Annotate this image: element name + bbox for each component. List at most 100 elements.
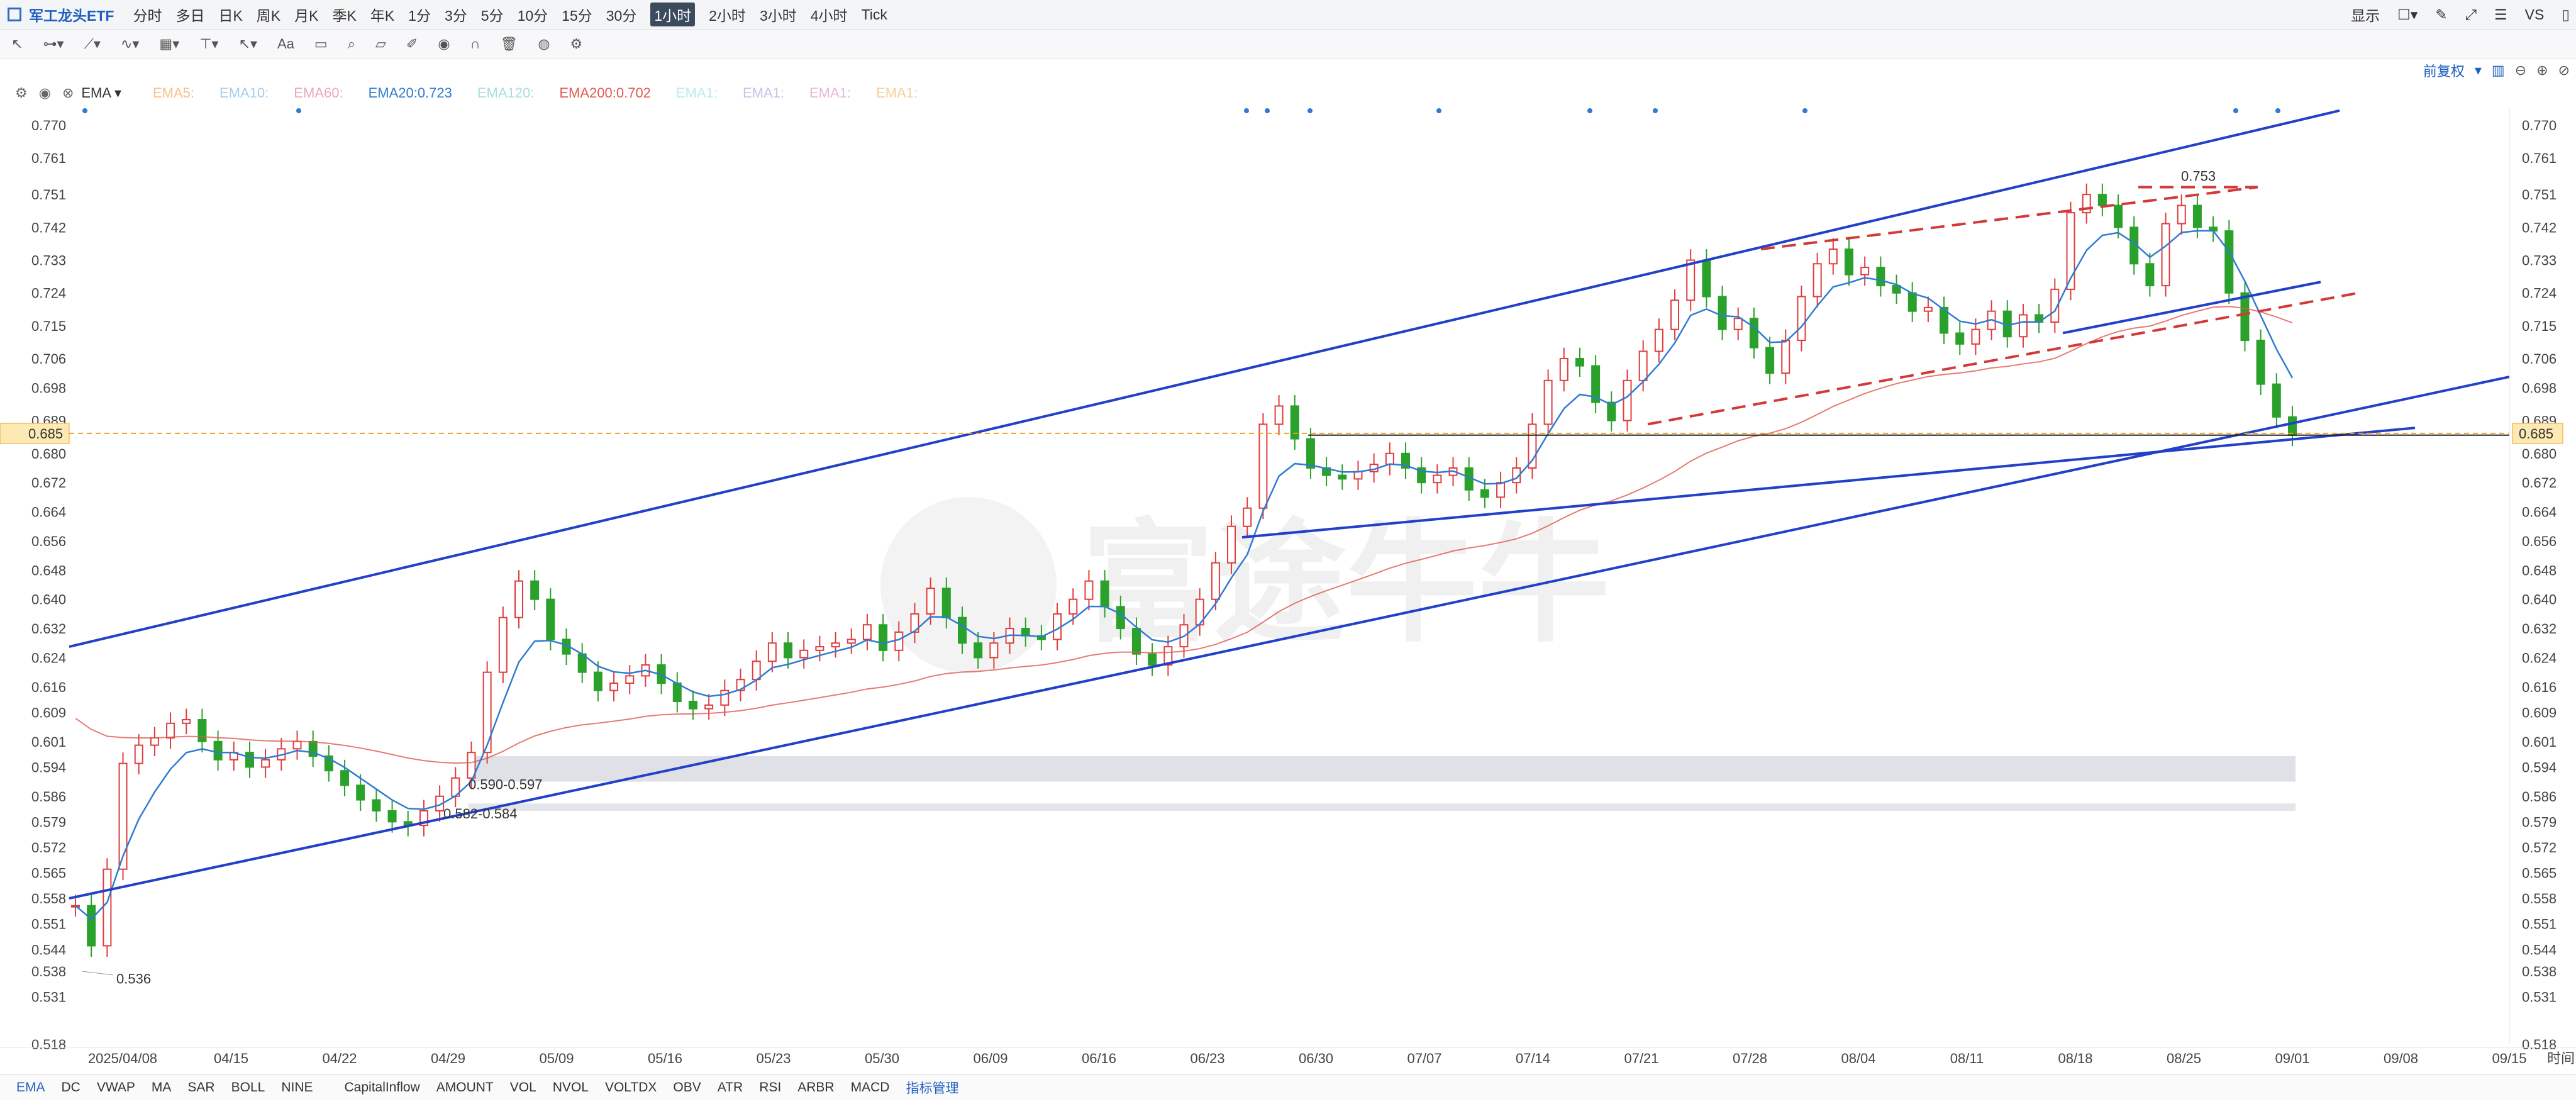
period-tab-11[interactable]: 15分 <box>562 8 592 24</box>
chevron-down-icon[interactable]: ▾ <box>2474 62 2482 78</box>
period-tab-15[interactable]: 3小时 <box>759 8 797 24</box>
x-tick: 05/09 <box>539 1051 574 1066</box>
period-tab-4[interactable]: 月K <box>294 8 319 24</box>
period-tab-16[interactable]: 4小时 <box>810 8 848 24</box>
cursor-icon[interactable]: ↖ <box>11 36 23 52</box>
period-tab-1[interactable]: 多日 <box>175 8 205 24</box>
x-tick: 08/25 <box>2167 1051 2201 1066</box>
period-tab-10[interactable]: 10分 <box>517 8 548 24</box>
indicator-tab-3[interactable]: MA <box>151 1080 172 1095</box>
measure-icon[interactable]: ⊤▾ <box>199 36 219 52</box>
indicator-tab-14[interactable]: RSI <box>759 1080 782 1095</box>
candle-body <box>2145 263 2155 287</box>
chart-type-icon[interactable]: ▥ <box>2491 62 2505 78</box>
event-marker-icon <box>296 108 301 113</box>
gear-icon[interactable]: ⚙ <box>570 36 583 52</box>
trendline-icon[interactable]: ⟋▾ <box>84 36 101 52</box>
indicator-tab-2[interactable]: VWAP <box>96 1080 135 1095</box>
indicator-select[interactable]: EMA ▾ <box>81 85 121 101</box>
reset-icon[interactable]: ⊘ <box>2558 62 2570 78</box>
period-tab-8[interactable]: 3分 <box>444 8 467 24</box>
indicator-tab-5[interactable]: BOLL <box>231 1080 265 1095</box>
period-tab-12[interactable]: 30分 <box>606 8 637 24</box>
indicator-tab-15[interactable]: ARBR <box>797 1080 835 1095</box>
indicator-tab-8[interactable]: AMOUNT <box>436 1080 494 1095</box>
low-annotation: 0.536 <box>116 971 151 987</box>
indicator-tab-10[interactable]: NVOL <box>552 1080 589 1095</box>
eye-icon[interactable]: ◉ <box>438 36 450 52</box>
candle-body <box>245 752 254 768</box>
period-tab-5[interactable]: 季K <box>332 8 357 24</box>
brush-icon[interactable]: ✐ <box>406 36 418 52</box>
candle-body <box>1243 507 1252 527</box>
zoom-icon[interactable]: ⌕ <box>347 36 356 52</box>
zoom-in-icon[interactable]: ⊕ <box>2536 62 2548 78</box>
y-tick-right: 0.672 <box>2522 475 2557 491</box>
globe-icon[interactable]: ◍ <box>538 36 550 52</box>
indicator-tab-6[interactable]: NINE <box>281 1080 313 1095</box>
app-title[interactable]: 军工龙头ETF <box>29 8 114 24</box>
adjust-dropdown[interactable]: 前复权 <box>2423 64 2465 79</box>
y-tick-left: 0.624 <box>31 650 66 666</box>
candle-body <box>1733 318 1743 330</box>
zoom-out-icon[interactable]: ⊖ <box>2514 62 2527 78</box>
period-tab-9[interactable]: 5分 <box>480 8 504 24</box>
period-tab-13[interactable]: 1小时 <box>650 3 696 26</box>
candle-body <box>704 704 714 710</box>
candle-body <box>720 689 730 706</box>
candle-body <box>1607 401 1616 421</box>
panel-icon[interactable]: ▯ <box>2562 6 2570 23</box>
text-tool-icon[interactable]: Aa <box>277 36 294 52</box>
magnet-icon[interactable]: ∩ <box>470 36 480 52</box>
price-tag-right-text: 0.685 <box>2519 426 2553 442</box>
indicator-tab-0[interactable]: EMA <box>16 1080 45 1095</box>
x-tick: 06/16 <box>1082 1051 1116 1066</box>
indicator-tab-11[interactable]: VOLTDX <box>604 1080 657 1095</box>
period-tab-6[interactable]: 年K <box>370 8 395 24</box>
line-tool-icon[interactable]: ⊶▾ <box>43 36 64 52</box>
eye-icon[interactable]: ◉ <box>38 85 51 101</box>
gear-icon[interactable]: ⚙ <box>15 85 28 101</box>
indicator-tab-16[interactable]: MACD <box>850 1080 890 1095</box>
ruler-icon[interactable]: ▱ <box>375 36 386 52</box>
candle-body <box>958 616 967 644</box>
indicator-tab-17[interactable]: 指标管理 <box>906 1081 959 1096</box>
pen-icon[interactable]: ✎ <box>2435 6 2448 23</box>
period-tab-0[interactable]: 分时 <box>133 8 162 24</box>
indicator-tab-7[interactable]: CapitalInflow <box>344 1080 420 1095</box>
candle-body <box>1781 340 1790 374</box>
layout-icon[interactable]: ☐▾ <box>2397 6 2418 23</box>
settings-icon[interactable]: ☰ <box>2494 6 2507 23</box>
y-tick-right: 0.751 <box>2522 187 2557 203</box>
wave-icon[interactable]: ∿▾ <box>120 36 140 52</box>
trash-icon[interactable]: 🗑 <box>500 36 518 52</box>
close-icon[interactable]: ⊗ <box>62 85 74 101</box>
arrow-icon[interactable]: ↖▾ <box>238 36 257 52</box>
display-dropdown[interactable]: 显示 <box>2351 8 2380 24</box>
comment-icon[interactable]: ▭ <box>314 36 328 52</box>
period-tab-17[interactable]: Tick <box>861 6 887 23</box>
period-tab-14[interactable]: 2小时 <box>709 8 746 24</box>
x-tick: 07/21 <box>1624 1051 1658 1066</box>
indicator-tab-9[interactable]: VOL <box>509 1080 536 1095</box>
candle-body <box>2114 204 2123 228</box>
fib-icon[interactable]: ▦▾ <box>159 36 180 52</box>
candle-body <box>1227 525 1236 564</box>
candle-body <box>1433 474 1442 484</box>
indicator-tab-13[interactable]: ATR <box>717 1080 743 1095</box>
y-tick-right: 0.572 <box>2522 840 2557 856</box>
y-tick-right: 0.624 <box>2522 650 2557 666</box>
candle-body <box>1148 653 1157 666</box>
indicator-tab-4[interactable]: SAR <box>187 1080 215 1095</box>
period-tab-7[interactable]: 1分 <box>408 8 431 24</box>
indicator-tab-1[interactable]: DC <box>61 1080 80 1095</box>
expand-icon[interactable]: ⤢ <box>2465 6 2477 23</box>
y-tick-left: 0.544 <box>31 942 66 957</box>
period-tab-2[interactable]: 日K <box>218 8 243 24</box>
indicator-tab-12[interactable]: OBV <box>673 1080 701 1095</box>
period-tab-3[interactable]: 周K <box>256 8 281 24</box>
chart-area[interactable]: 富途牛牛 0.770 0.770 0.761 0.761 0.751 0.751 0.742 0… <box>0 107 2576 1069</box>
y-tick-left: 0.565 <box>31 866 66 881</box>
vs-button[interactable]: VS <box>2524 6 2545 23</box>
